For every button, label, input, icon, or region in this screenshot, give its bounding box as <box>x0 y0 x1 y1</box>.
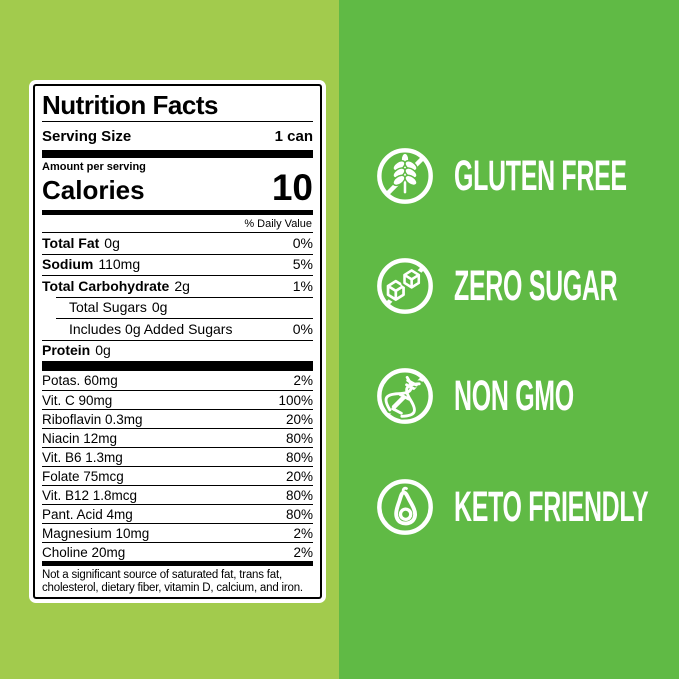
daily-value-header: % Daily Value <box>244 218 312 230</box>
nutrient-row: Includes 0g Added Sugars 0% <box>42 318 313 340</box>
nutrient-amount: 0g <box>104 234 120 251</box>
gluten-free-icon <box>377 148 433 204</box>
vitamin-daily-value: 20% <box>285 468 313 484</box>
vitamin-daily-value: 80% <box>285 449 313 465</box>
nutrient-name: Includes 0g Added Sugars <box>69 320 233 337</box>
badge-label-zero-sugar: ZERO SUGAR <box>454 261 618 310</box>
vitamin-row: Vit. B12 1.8mcg 80% <box>42 485 313 504</box>
vitamin-name: Pant. Acid 4mg <box>42 506 133 522</box>
zero-sugar-icon <box>377 258 433 314</box>
nutrient-name: Total Fat <box>42 234 100 251</box>
vitamin-name: Riboflavin 0.3mg <box>42 411 143 427</box>
serving-size-value: 1 can <box>274 127 313 145</box>
badge-label-gluten-free: GLUTEN FREE <box>454 151 627 200</box>
vitamin-row: Folate 75mcg 20% <box>42 466 313 485</box>
nutrient-amount: 110mg <box>98 256 141 273</box>
vitamin-name: Vit. B6 1.3mg <box>42 449 123 465</box>
vitamin-row: Magnesium 10mg 2% <box>42 523 313 542</box>
nutrient-name: Protein <box>42 342 91 359</box>
vitamin-row: Choline 20mg 2% <box>42 542 313 561</box>
calories-row: Calories 10 <box>42 167 313 209</box>
badge-non-gmo: NON GMO <box>374 364 661 428</box>
vitamin-daily-value: 2% <box>293 373 313 388</box>
nutrient-amount: 0g <box>151 299 168 316</box>
vitamin-name: Potas. 60mg <box>42 373 118 388</box>
thick-divider <box>42 150 313 158</box>
badge-gluten-free: GLUTEN FREE <box>374 144 679 208</box>
vitamin-name: Folate 75mcg <box>42 468 124 484</box>
badge-keto-friendly: KETO FRIENDLY <box>374 475 679 539</box>
nutrient-daily-value: 1% <box>292 277 313 294</box>
vitamin-daily-value: 80% <box>285 487 313 503</box>
vitamin-name: Vit. B12 1.8mcg <box>42 487 138 503</box>
nutrient-name: Sodium <box>42 256 94 273</box>
vitamin-name: Niacin 12mg <box>42 430 118 446</box>
calories-block: Amount per serving Calories 10 <box>42 158 313 210</box>
medium-divider <box>42 210 313 215</box>
vitamin-daily-value: 20% <box>285 411 313 427</box>
amount-per-serving-label: Amount per serving <box>42 161 146 173</box>
vitamin-row: Vit. C 90mg 100% <box>42 390 313 409</box>
badge-zero-sugar: ZERO SUGAR <box>374 254 679 318</box>
nutrient-row: Total Carbohydrate 2g 1% <box>42 275 313 297</box>
nutrition-facts-label: Nutrition Facts Serving Size 1 can Amoun… <box>33 84 322 599</box>
vitamin-rows: Potas. 60mg 2% Vit. C 90mg 100% Riboflav… <box>42 371 313 561</box>
serving-size-label: Serving Size <box>42 127 132 145</box>
background-right-panel <box>339 0 679 679</box>
keto-friendly-icon <box>377 479 433 535</box>
vitamin-row: Potas. 60mg 2% <box>42 371 313 390</box>
nutrient-row: Total Fat 0g 0% <box>42 232 313 254</box>
nutrient-rows: Total Fat 0g 0% Sodium 110mg 5% Total Ca… <box>42 232 313 361</box>
medium-divider <box>42 561 313 566</box>
vitamin-row: Riboflavin 0.3mg 20% <box>42 409 313 428</box>
nutrition-facts-title: Nutrition Facts <box>42 88 313 122</box>
badge-label-keto-friendly: KETO FRIENDLY <box>454 482 649 531</box>
calories-value: 10 <box>271 167 313 209</box>
non-gmo-icon <box>377 368 433 424</box>
nutrient-name: Total Sugars <box>69 299 147 316</box>
serving-size-row: Serving Size 1 can <box>42 122 313 150</box>
vitamin-name: Choline 20mg <box>42 544 126 560</box>
vitamin-daily-value: 80% <box>285 430 313 446</box>
footnote: Not a significant source of saturated fa… <box>42 566 313 595</box>
vitamin-row: Niacin 12mg 80% <box>42 428 313 447</box>
footnote-line-2: cholesterol, dietary fiber, vitamin D, c… <box>42 582 303 595</box>
vitamin-row: Vit. B6 1.3mg 80% <box>42 447 313 466</box>
nutrient-amount: 2g <box>174 277 190 294</box>
vitamin-daily-value: 2% <box>293 525 313 541</box>
nutrient-row: Protein 0g <box>42 339 313 362</box>
vitamin-row: Pant. Acid 4mg 80% <box>42 504 313 523</box>
nutrient-row: Sodium 110mg 5% <box>42 253 313 276</box>
calories-label: Calories <box>42 174 145 205</box>
vitamin-daily-value: 2% <box>293 544 313 560</box>
nutrient-daily-value: 0% <box>292 320 313 337</box>
thick-divider <box>42 361 313 371</box>
nutrient-amount: 0g <box>95 342 111 359</box>
footnote-line-1: Not a significant source of saturated fa… <box>42 569 282 581</box>
nutrient-name: Total Carbohydrate <box>42 277 170 294</box>
nutrient-daily-value: 0% <box>292 234 313 251</box>
vitamin-name: Vit. C 90mg <box>42 392 113 408</box>
badge-label-non-gmo: NON GMO <box>454 371 574 420</box>
nutrient-row: Total Sugars 0g <box>42 296 313 319</box>
vitamin-daily-value: 80% <box>285 506 313 522</box>
vitamin-name: Magnesium 10mg <box>42 525 150 541</box>
nutrient-daily-value: 5% <box>292 256 313 273</box>
vitamin-daily-value: 100% <box>278 392 313 408</box>
